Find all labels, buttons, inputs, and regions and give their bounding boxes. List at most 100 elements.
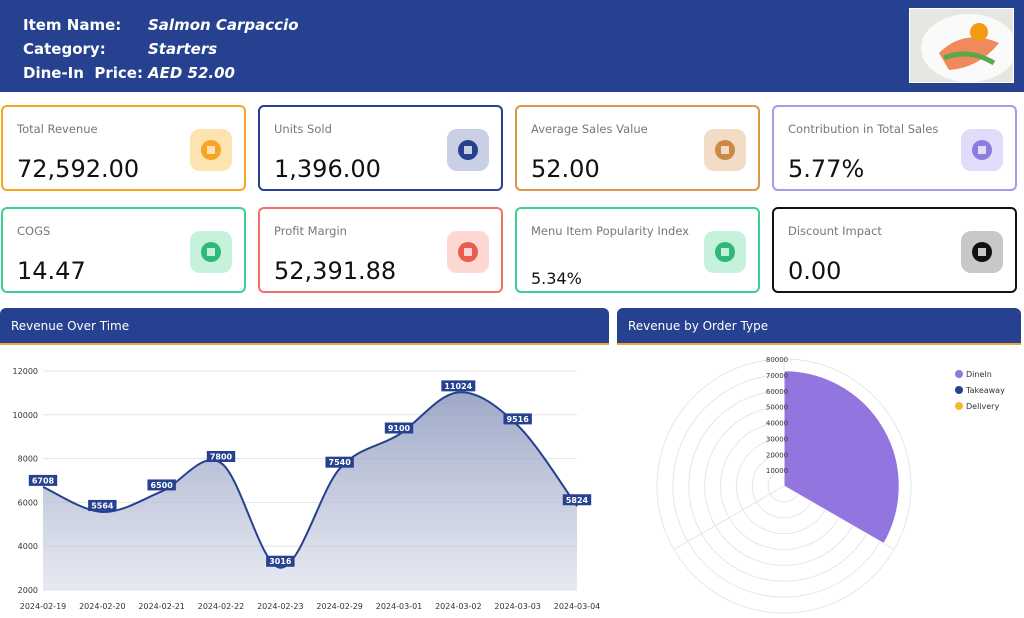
icon-glyph: [201, 242, 221, 262]
icon-glyph: [972, 242, 992, 262]
r-tick-label: 50000: [766, 404, 788, 412]
field-label: Category:: [23, 40, 106, 58]
data-label: 3016: [269, 557, 292, 566]
kpi-icon: [190, 231, 232, 273]
legend-label: Takeaway: [965, 386, 1005, 395]
y-tick-label: 2000: [18, 586, 38, 595]
kpi-value: 52.00: [531, 155, 600, 183]
x-tick-label: 2024-02-22: [198, 602, 245, 611]
kpi-label: Average Sales Value: [531, 122, 648, 136]
legend-swatch: [955, 386, 963, 394]
field-value: AED 52.00: [148, 64, 235, 82]
kpi-value: 1,396.00: [274, 155, 381, 183]
x-tick-label: 2024-02-29: [316, 602, 363, 611]
x-tick-label: 2024-02-19: [20, 602, 67, 611]
data-label-box: [147, 479, 176, 491]
x-tick-label: 2024-03-01: [376, 602, 423, 611]
data-label-box: [562, 494, 592, 506]
legend-swatch: [955, 402, 963, 410]
spoke: [673, 485, 785, 550]
data-label-box: [88, 499, 117, 511]
line: [42, 391, 578, 569]
kpi-card: Discount Impact 0.00: [772, 207, 1017, 293]
kpi-label: Discount Impact: [788, 224, 882, 238]
area: [43, 392, 577, 590]
polar-slice: [783, 370, 900, 545]
data-label: 9100: [388, 424, 411, 433]
data-label: 5564: [91, 501, 114, 510]
kpi-icon: [447, 129, 489, 171]
kpi-label: Total Revenue: [17, 122, 98, 136]
y-tick-label: 6000: [18, 498, 38, 507]
r-tick-label: 60000: [766, 388, 788, 396]
r-tick-label: 30000: [766, 435, 788, 443]
kpi-label: COGS: [17, 224, 51, 238]
kpi-icon: [961, 129, 1003, 171]
data-label: 11024: [444, 382, 472, 391]
data-label-box: [206, 450, 236, 462]
data-label: 6708: [32, 476, 55, 485]
x-tick-label: 2024-03-03: [494, 602, 541, 611]
y-tick-label: 12000: [13, 367, 38, 376]
x-tick-label: 2024-02-20: [79, 602, 126, 611]
field-value: Salmon Carpaccio: [148, 16, 299, 34]
x-tick-label: 2024-02-23: [257, 602, 304, 611]
x-tick-label: 2024-02-21: [138, 602, 185, 611]
field-label: Dine-In Price:: [23, 64, 143, 82]
icon-glyph: [715, 242, 735, 262]
kpi-icon: [704, 129, 746, 171]
kpi-card: Contribution in Total Sales 5.77%: [772, 105, 1017, 191]
kpi-card: COGS 14.47: [1, 207, 246, 293]
kpi-icon: [961, 231, 1003, 273]
y-tick-label: 4000: [18, 542, 38, 551]
data-label-box: [325, 456, 354, 468]
legend-label: Delivery: [966, 402, 999, 411]
kpi-value: 0.00: [788, 257, 842, 285]
kpi-icon: [447, 231, 489, 273]
item-header: Item Name: Salmon Carpaccio Category: Start…: [0, 0, 1024, 92]
kpi-icon: [190, 129, 232, 171]
kpi-icon: [704, 231, 746, 273]
r-tick-label: 70000: [766, 372, 788, 380]
icon-glyph: [972, 140, 992, 160]
kpi-card: Menu Item Popularity Index 5.34%: [515, 207, 760, 293]
data-label-box: [384, 422, 414, 434]
panel-title: Revenue Over Time: [0, 308, 609, 345]
x-tick-label: 2024-03-04: [554, 602, 601, 611]
legend-swatch: [955, 370, 963, 378]
data-label: 6500: [151, 481, 174, 490]
kpi-value: 5.34%: [531, 269, 582, 288]
kpi-value: 5.77%: [788, 155, 865, 183]
data-label-box: [266, 555, 295, 567]
kpi-card: Average Sales Value 52.00: [515, 105, 760, 191]
y-tick-label: 10000: [13, 411, 38, 420]
kpi-value: 52,391.88: [274, 257, 397, 285]
r-tick-label: 80000: [766, 356, 788, 364]
r-tick-label: 20000: [766, 451, 788, 459]
data-label-box: [503, 413, 532, 425]
field-value: Starters: [148, 40, 218, 58]
data-label: 7800: [210, 452, 233, 461]
r-tick-label: 10000: [766, 467, 788, 475]
icon-glyph: [458, 140, 478, 160]
item-photo: [909, 8, 1014, 83]
icon-glyph: [201, 140, 221, 160]
panel-title: Revenue by Order Type: [617, 308, 1021, 345]
kpi-card: Profit Margin 52,391.88: [258, 207, 503, 293]
icon-glyph: [458, 242, 478, 262]
data-label-box: [441, 380, 476, 392]
kpi-card: Units Sold 1,396.00: [258, 105, 503, 191]
icon-glyph: [715, 140, 735, 160]
kpi-value: 72,592.00: [17, 155, 140, 183]
field-label: Item Name:: [23, 16, 122, 34]
data-label: 7540: [329, 458, 352, 467]
y-tick-label: 8000: [18, 455, 38, 464]
r-tick-label: 40000: [766, 420, 788, 428]
kpi-label: Profit Margin: [274, 224, 347, 238]
data-label: 9516: [507, 415, 530, 424]
kpi-label: Menu Item Popularity Index: [531, 224, 690, 238]
kpi-label: Contribution in Total Sales: [788, 122, 939, 136]
x-tick-label: 2024-03-02: [435, 602, 482, 611]
